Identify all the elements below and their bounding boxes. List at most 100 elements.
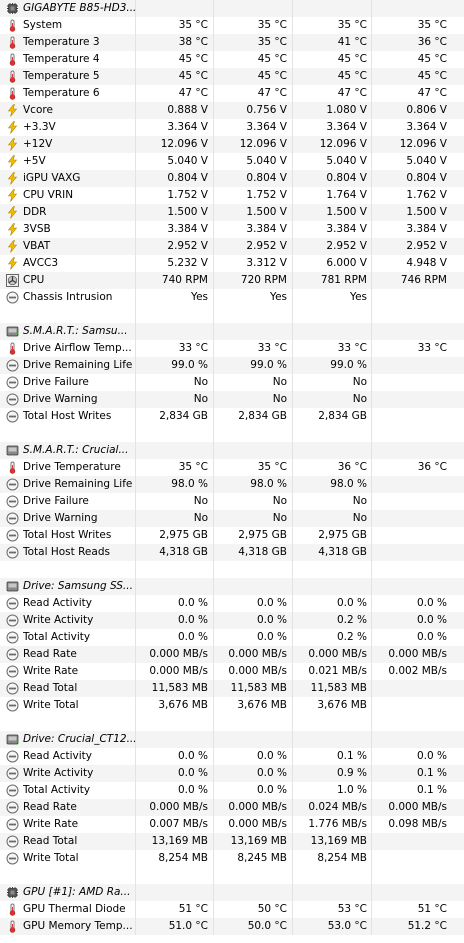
sensor-label: Read Rate <box>23 648 77 660</box>
sensor-row-write-activity[interactable]: Write Activity 0.0 % 0.0 % 0.9 % 0.1 % <box>0 765 464 782</box>
sensor-row-temperature-3[interactable]: Temperature 3 38 °C 35 °C 41 °C 36 °C <box>0 34 464 51</box>
sensor-row-write-total[interactable]: Write Total 3,676 MB 3,676 MB 3,676 MB <box>0 697 464 714</box>
sensor-row-total-host-writes[interactable]: Total Host Writes 2,975 GB 2,975 GB 2,975 G… <box>0 527 464 544</box>
section-header-gigabyte-b85-hd3[interactable]: GIGABYTE B85-HD3... <box>0 0 464 17</box>
column-divider <box>135 238 136 255</box>
sensor-row-drive-remaining-life[interactable]: Drive Remaining Life 98.0 % 98.0 % 98.0 % <box>0 476 464 493</box>
value-minimum: 0.0 % <box>256 750 287 762</box>
sensor-row-5v[interactable]: +5V 5.040 V 5.040 V 5.040 V 5.040 V <box>0 153 464 170</box>
sensor-row-read-rate[interactable]: Read Rate 0.000 MB/s 0.000 MB/s 0.024 MB/s 0… <box>0 799 464 816</box>
section-title: Drive: Crucial_CT12... <box>23 733 135 745</box>
value-minimum: 2,975 GB <box>238 529 287 541</box>
sensor-row-drive-temperature[interactable]: Drive Temperature 35 °C 35 °C 36 °C 36 °C <box>0 459 464 476</box>
sensor-row-temperature-6[interactable]: Temperature 6 47 °C 47 °C 47 °C 47 °C <box>0 85 464 102</box>
column-divider <box>292 680 293 697</box>
value-average: 51 °C <box>417 903 447 915</box>
sensor-row-igpu-vaxg[interactable]: iGPU VAXG 0.804 V 0.804 V 0.804 V 0.804 V <box>0 170 464 187</box>
column-divider <box>371 102 372 119</box>
sensor-row-read-activity[interactable]: Read Activity 0.0 % 0.0 % 0.0 % 0.0 % <box>0 595 464 612</box>
value-current: 33 °C <box>178 342 208 354</box>
sensor-row-total-activity[interactable]: Total Activity 0.0 % 0.0 % 1.0 % 0.1 % <box>0 782 464 799</box>
value-average: 0.804 V <box>406 172 447 184</box>
value-current: 0.000 MB/s <box>149 801 208 813</box>
sensor-row-write-rate[interactable]: Write Rate 0.000 MB/s 0.000 MB/s 0.021 MB/s… <box>0 663 464 680</box>
value-current: 0.000 MB/s <box>149 665 208 677</box>
gauge-icon <box>6 478 19 491</box>
column-divider <box>135 204 136 221</box>
value-current: 0.0 % <box>177 597 208 609</box>
column-divider <box>135 153 136 170</box>
value-current: 0.804 V <box>167 172 208 184</box>
sensor-row-read-total[interactable]: Read Total 11,583 MB 11,583 MB 11,583 MB <box>0 680 464 697</box>
lightning-icon <box>6 138 19 151</box>
column-divider <box>213 51 214 68</box>
value-average: 0.000 MB/s <box>388 801 447 813</box>
sensor-row-drive-remaining-life[interactable]: Drive Remaining Life 99.0 % 99.0 % 99.0 % <box>0 357 464 374</box>
column-divider <box>213 765 214 782</box>
column-divider <box>135 170 136 187</box>
sensor-row-write-rate[interactable]: Write Rate 0.007 MB/s 0.000 MB/s 1.776 MB/s… <box>0 816 464 833</box>
sensor-row-temperature-5[interactable]: Temperature 5 45 °C 45 °C 45 °C 45 °C <box>0 68 464 85</box>
sensor-label: Drive Remaining Life <box>23 359 133 371</box>
sensor-label: CPU <box>23 274 45 286</box>
column-divider <box>292 85 293 102</box>
section-header-s-m-a-r-t-crucial[interactable]: S.M.A.R.T.: Crucial... <box>0 442 464 459</box>
value-maximum: 1.080 V <box>326 104 367 116</box>
sensor-row-read-total[interactable]: Read Total 13,169 MB 13,169 MB 13,169 MB <box>0 833 464 850</box>
sensor-label: iGPU VAXG <box>23 172 81 184</box>
sensor-row-3-3v[interactable]: +3.3V 3.364 V 3.364 V 3.364 V 3.364 V <box>0 119 464 136</box>
sensor-row-vbat[interactable]: VBAT 2.952 V 2.952 V 2.952 V 2.952 V <box>0 238 464 255</box>
sensor-row-12v[interactable]: +12V 12.096 V 12.096 V 12.096 V 12.096 V <box>0 136 464 153</box>
sensor-row-system[interactable]: System 35 °C 35 °C 35 °C 35 °C <box>0 17 464 34</box>
value-minimum: 0.0 % <box>256 631 287 643</box>
value-minimum: 98.0 % <box>250 478 287 490</box>
value-average: 3.384 V <box>406 223 447 235</box>
sensor-row-write-total[interactable]: Write Total 8,254 MB 8,245 MB 8,254 MB <box>0 850 464 867</box>
value-maximum: 1.764 V <box>326 189 367 201</box>
sensor-row-drive-warning[interactable]: Drive Warning No No No <box>0 391 464 408</box>
sensor-row-temperature-4[interactable]: Temperature 4 45 °C 45 °C 45 °C 45 °C <box>0 51 464 68</box>
value-maximum: 0.9 % <box>336 767 367 779</box>
section-header-drive-crucial-ct12[interactable]: Drive: Crucial_CT12... <box>0 731 464 748</box>
column-divider <box>213 731 214 748</box>
sensor-row-read-rate[interactable]: Read Rate 0.000 MB/s 0.000 MB/s 0.000 MB/s 0… <box>0 646 464 663</box>
column-divider <box>292 340 293 357</box>
sensor-row-drive-airflow-temp[interactable]: Drive Airflow Temp... 33 °C 33 °C 33 °C 33 °… <box>0 340 464 357</box>
column-divider <box>292 493 293 510</box>
column-divider <box>135 816 136 833</box>
sensor-row-cpu-vrin[interactable]: CPU VRIN 1.752 V 1.752 V 1.764 V 1.762 V <box>0 187 464 204</box>
sensor-row-drive-failure[interactable]: Drive Failure No No No <box>0 493 464 510</box>
sensor-row-drive-warning[interactable]: Drive Warning No No No <box>0 510 464 527</box>
sensor-row-total-activity[interactable]: Total Activity 0.0 % 0.0 % 0.2 % 0.0 % <box>0 629 464 646</box>
sensor-row-drive-failure[interactable]: Drive Failure No No No <box>0 374 464 391</box>
section-header-gpu-1-amd-ra[interactable]: GPU [#1]: AMD Ra... <box>0 884 464 901</box>
sensor-row-write-activity[interactable]: Write Activity 0.0 % 0.0 % 0.2 % 0.0 % <box>0 612 464 629</box>
sensor-row-ddr[interactable]: DDR 1.500 V 1.500 V 1.500 V 1.500 V <box>0 204 464 221</box>
sensor-row-total-host-writes[interactable]: Total Host Writes 2,834 GB 2,834 GB 2,834 G… <box>0 408 464 425</box>
column-divider <box>135 527 136 544</box>
lightning-icon <box>6 240 19 253</box>
value-maximum: 2,975 GB <box>318 529 367 541</box>
sensor-row-avcc3[interactable]: AVCC3 5.232 V 3.312 V 6.000 V 4.948 V <box>0 255 464 272</box>
section-header-drive-samsung-ss[interactable]: Drive: Samsung SS... <box>0 578 464 595</box>
column-divider <box>292 663 293 680</box>
value-current: 0.0 % <box>177 614 208 626</box>
sensor-row-cpu[interactable]: CPU 740 RPM 720 RPM 781 RPM 746 RPM <box>0 272 464 289</box>
sensor-row-vcore[interactable]: Vcore 0.888 V 0.756 V 1.080 V 0.806 V <box>0 102 464 119</box>
value-minimum: 47 °C <box>257 87 287 99</box>
lightning-icon <box>6 223 19 236</box>
column-divider <box>213 272 214 289</box>
column-divider <box>292 153 293 170</box>
sensor-row-gpu-thermal-diode[interactable]: GPU Thermal Diode 51 °C 50 °C 53 °C 51 °C <box>0 901 464 918</box>
column-divider <box>213 102 214 119</box>
sensor-row-gpu-memory-temp[interactable]: GPU Memory Temp... 51.0 °C 50.0 °C 53.0 °C 5… <box>0 918 464 935</box>
sensor-row-chassis-intrusion[interactable]: Chassis Intrusion Yes Yes Yes <box>0 289 464 306</box>
column-divider <box>135 221 136 238</box>
sensor-row-3vsb[interactable]: 3VSB 3.384 V 3.384 V 3.384 V 3.384 V <box>0 221 464 238</box>
sensor-row-read-activity[interactable]: Read Activity 0.0 % 0.0 % 0.1 % 0.0 % <box>0 748 464 765</box>
section-spacer <box>0 306 464 323</box>
value-current: 5.232 V <box>167 257 208 269</box>
sensor-row-total-host-reads[interactable]: Total Host Reads 4,318 GB 4,318 GB 4,318 GB <box>0 544 464 561</box>
column-divider <box>135 782 136 799</box>
section-header-s-m-a-r-t-samsu[interactable]: S.M.A.R.T.: Samsu... <box>0 323 464 340</box>
